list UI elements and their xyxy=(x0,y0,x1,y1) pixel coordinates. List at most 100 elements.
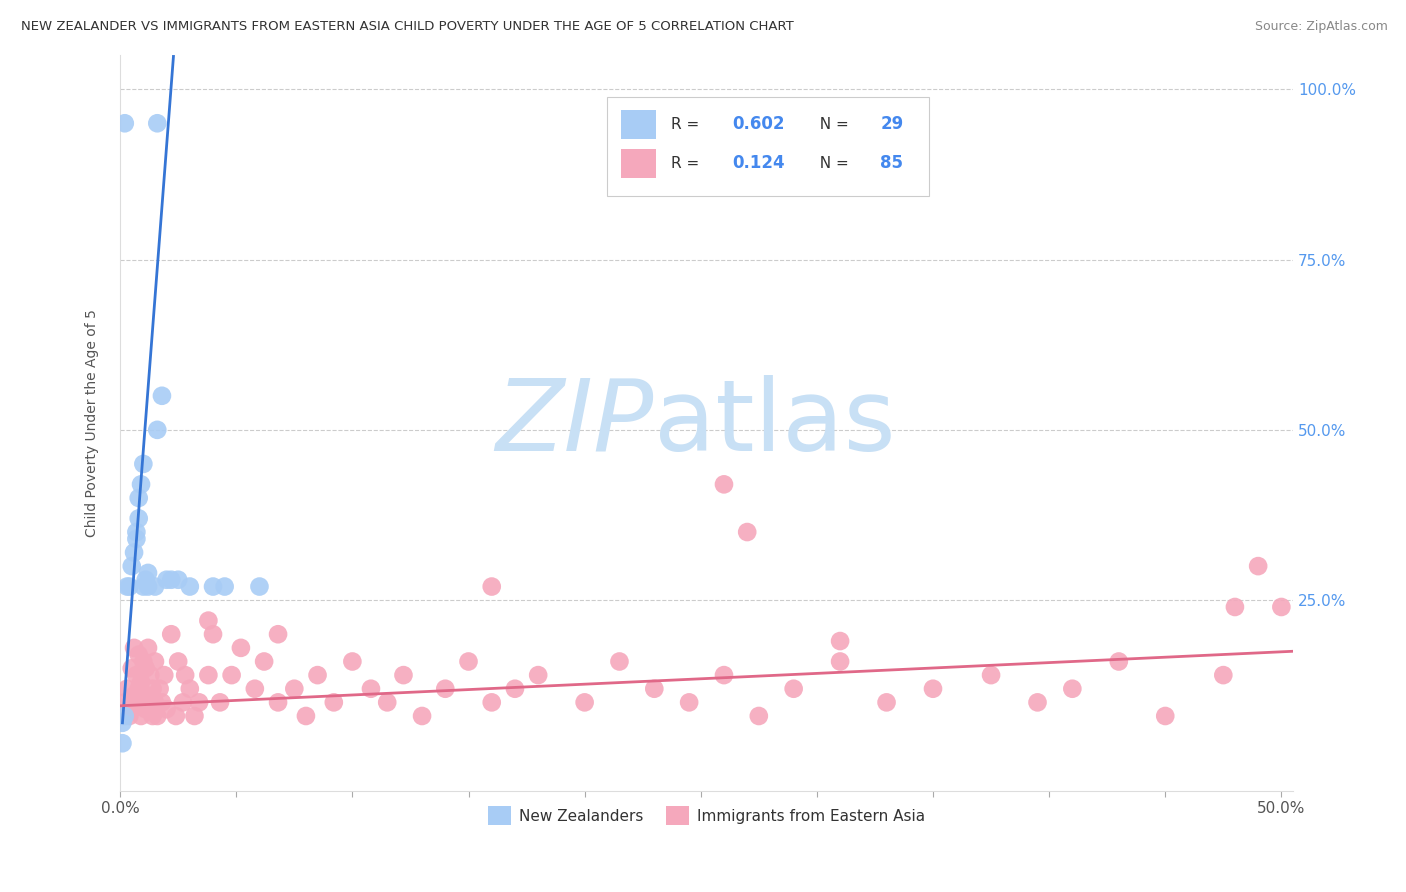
Text: 0.602: 0.602 xyxy=(733,115,785,133)
Point xyxy=(136,566,159,580)
Point xyxy=(143,655,166,669)
Point xyxy=(172,695,194,709)
Point xyxy=(132,695,155,709)
Y-axis label: Child Poverty Under the Age of 5: Child Poverty Under the Age of 5 xyxy=(86,310,100,537)
Point xyxy=(139,695,162,709)
Point xyxy=(150,695,173,709)
Point xyxy=(1223,599,1246,614)
Point xyxy=(202,580,225,594)
Point xyxy=(146,116,169,130)
Point xyxy=(188,695,211,709)
Point xyxy=(160,573,183,587)
Point xyxy=(678,695,700,709)
Point xyxy=(115,580,138,594)
Point xyxy=(155,702,177,716)
Point xyxy=(155,573,177,587)
Point xyxy=(118,580,141,594)
Point xyxy=(183,709,205,723)
Point xyxy=(132,457,155,471)
Point xyxy=(111,736,134,750)
Point xyxy=(214,580,236,594)
Text: Source: ZipAtlas.com: Source: ZipAtlas.com xyxy=(1254,20,1388,33)
Text: 85: 85 xyxy=(880,154,903,172)
Point xyxy=(129,709,152,723)
Point xyxy=(114,709,136,723)
Point xyxy=(128,681,150,696)
Point xyxy=(243,681,266,696)
Bar xyxy=(621,110,657,139)
Point xyxy=(139,668,162,682)
Point xyxy=(122,545,145,559)
Point xyxy=(167,655,190,669)
Text: NEW ZEALANDER VS IMMIGRANTS FROM EASTERN ASIA CHILD POVERTY UNDER THE AGE OF 5 C: NEW ZEALANDER VS IMMIGRANTS FROM EASTERN… xyxy=(21,20,794,33)
Point xyxy=(128,491,150,505)
Point xyxy=(411,709,433,723)
Point xyxy=(135,573,157,587)
Point xyxy=(267,695,290,709)
Point xyxy=(121,661,143,675)
Point xyxy=(876,695,898,709)
Point xyxy=(136,580,159,594)
Text: 29: 29 xyxy=(880,115,904,133)
Point xyxy=(125,524,148,539)
Point xyxy=(643,681,665,696)
Point xyxy=(457,655,479,669)
Point xyxy=(143,580,166,594)
Point xyxy=(179,580,201,594)
Text: R =: R = xyxy=(672,156,704,170)
Point xyxy=(197,614,219,628)
Point xyxy=(1247,559,1270,574)
Point xyxy=(748,709,770,723)
Point xyxy=(830,634,852,648)
Point xyxy=(1270,599,1292,614)
Point xyxy=(267,627,290,641)
Point xyxy=(136,640,159,655)
Bar xyxy=(621,149,657,178)
Point xyxy=(322,695,344,709)
Point xyxy=(135,702,157,716)
Point xyxy=(229,640,252,655)
Point xyxy=(307,668,329,682)
Point xyxy=(922,681,945,696)
Legend: New Zealanders, Immigrants from Eastern Asia: New Zealanders, Immigrants from Eastern … xyxy=(482,800,931,831)
Point xyxy=(149,681,172,696)
Point xyxy=(160,627,183,641)
Point xyxy=(118,709,141,723)
Point xyxy=(128,648,150,662)
Point xyxy=(713,477,735,491)
Text: N =: N = xyxy=(810,117,853,132)
Point xyxy=(1062,681,1084,696)
Point xyxy=(136,689,159,703)
Point xyxy=(375,695,398,709)
Point xyxy=(132,655,155,669)
Point xyxy=(121,702,143,716)
Point xyxy=(253,655,276,669)
Point xyxy=(125,695,148,709)
Point xyxy=(146,709,169,723)
Point xyxy=(135,661,157,675)
Point xyxy=(129,477,152,491)
Point xyxy=(249,580,271,594)
Point xyxy=(481,695,503,709)
FancyBboxPatch shape xyxy=(607,97,929,196)
Point xyxy=(481,580,503,594)
Point xyxy=(125,532,148,546)
Point xyxy=(1026,695,1049,709)
Point xyxy=(165,709,187,723)
Point xyxy=(122,640,145,655)
Point xyxy=(980,668,1002,682)
Point xyxy=(167,573,190,587)
Point xyxy=(1154,709,1177,723)
Point xyxy=(150,389,173,403)
Point xyxy=(434,681,457,696)
Text: R =: R = xyxy=(672,117,704,132)
Point xyxy=(208,695,231,709)
Point xyxy=(122,689,145,703)
Point xyxy=(830,655,852,669)
Point xyxy=(142,709,165,723)
Point xyxy=(179,681,201,696)
Point xyxy=(295,709,318,723)
Point xyxy=(609,655,631,669)
Text: atlas: atlas xyxy=(654,375,896,472)
Point xyxy=(202,627,225,641)
